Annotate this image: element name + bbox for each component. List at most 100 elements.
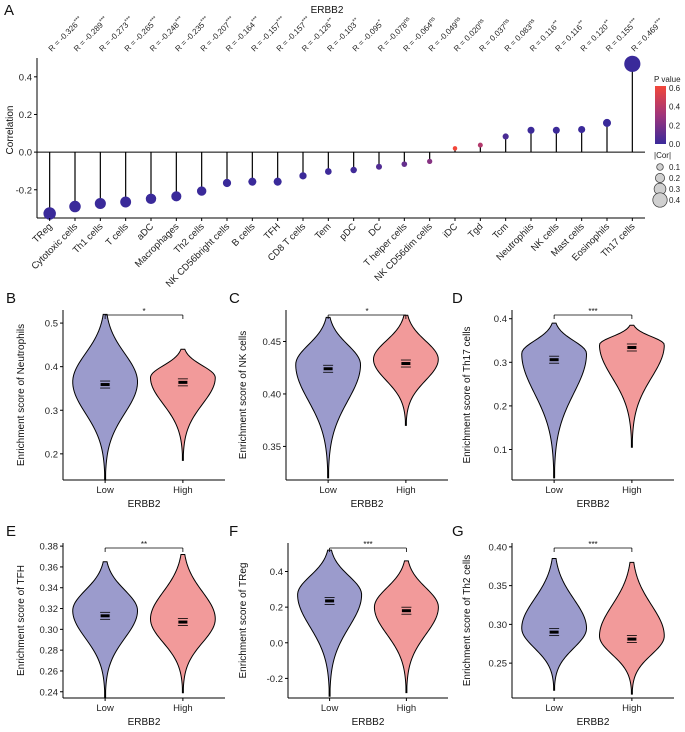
panel-a-ylabel: Correlation [5,106,16,155]
lollipop-dot [350,166,357,174]
r-significance: ** [603,19,611,27]
panel-letter-d: D [452,290,463,307]
x-category-label: High [622,485,642,496]
r-significance: ** [552,19,560,27]
y-tick-label: 0.34 [40,583,59,594]
mean-marker [549,630,559,634]
panel-letter-a: A [4,2,14,19]
category-label: DC [367,221,385,239]
y-tick-label: 0.35 [263,442,282,453]
lollipop-dot [69,200,81,213]
violin-low [521,322,588,479]
significance-label: *** [588,540,597,549]
y-tick-label: 0.5 [45,319,58,330]
r-significance: *** [251,15,261,25]
violin-xlabel: ERBB2 [577,717,610,728]
violin-panel-g: G 0.40 0.35 0.30 0.25 Enrichment score of Th2… [452,523,674,728]
violin-panels: B 0.5 0.4 0.3 0.2 Enrichment score of Neutrop… [6,290,674,728]
violin-panel-b: B 0.5 0.4 0.3 0.2 Enrichment score of Neutrop… [6,290,225,510]
y-tick-label: 0.28 [40,646,59,657]
r-significance: *** [175,15,185,25]
lollipop-dot [452,146,458,151]
r-labels: R = -0.326***R = -0.289***R = -0.273***R… [47,15,664,53]
legend-size-label: 0.4 [669,196,681,205]
r-significance: ** [327,17,335,25]
violin-low [72,313,138,481]
y-tick-label: 0.40 [263,389,282,400]
violin-ylabel: Enrichment score of TReg [238,563,249,679]
violin-xlabel: ERBB2 [577,499,610,510]
violin-ylabel: Enrichment score of Th2 cells [462,555,473,687]
lollipop-dot [120,196,132,208]
lollipop-dot [427,158,433,164]
category-label: Tgd [466,221,485,240]
legend-size-label: 0.2 [669,174,681,183]
r-significance: * [377,18,383,24]
lollipop-dot [527,126,535,134]
significance-label: * [365,307,368,316]
mean-marker [627,345,637,349]
legend-size-label: 0.3 [669,185,681,194]
lollipop-dot [602,118,612,127]
mean-marker [178,380,188,384]
legend: P value 0.6 0.4 0.2 0.0 |Cor| 0.1 0.2 0.3 0.4 [652,75,681,208]
y-tick-label: 0.1 [494,445,507,456]
x-category-label: High [173,485,193,496]
lollipop-dot [222,178,232,188]
legend-pvalue-tick: 0.4 [669,103,681,112]
r-significance: *** [629,17,639,27]
legend-size-label: 0.1 [669,163,681,172]
y-tick-label: 0.0 [19,148,32,159]
violin-low [297,549,363,697]
violin-ylabel: Enrichment score of Th17 cells [462,326,473,463]
mean-marker [100,383,110,387]
y-tick-label: 0.3 [494,358,507,369]
category-label: aDC [135,221,156,242]
r-significance: *** [654,17,664,27]
legend-pvalue-ticks: 0.6 0.4 0.2 0.0 [669,84,681,149]
lollipop-dot [273,177,282,186]
x-category-label: Low [319,485,337,496]
violin-high [598,561,665,695]
category-label: Tem [313,221,334,242]
lollipop-plot: 0.4 0.2 0.0 -0.2 [16,55,645,221]
r-significance: *** [124,15,134,25]
x-category-label: High [622,703,642,714]
y-tick-label: 0.4 [45,362,58,373]
category-label: B cells [230,221,258,249]
lollipop-dot [171,191,182,202]
lollipop-dot [477,142,483,148]
lollipop-dot [299,172,307,180]
r-significance: *** [301,15,311,25]
violin-ylabel: Enrichment score of NK cells [238,331,249,459]
r-significance: ns [502,18,511,27]
panel-letter-e: E [6,523,16,540]
violin-xlabel: ERBB2 [128,717,161,728]
y-tick-label: 0.2 [270,603,283,614]
r-significance: ns [453,16,462,25]
y-tick-label: 0.30 [40,625,59,636]
violin-high [372,314,439,426]
x-category-label: High [173,703,193,714]
significance-label: *** [588,307,597,316]
category-label: T cells [104,221,131,248]
violin-panel-d: D 0.4 0.3 0.2 0.1 Enrichment score of Th17 ce… [452,290,674,510]
lollipop-dot [502,133,509,140]
violin-panel-c: C 0.45 0.40 0.35 Enrichment score of NK cell… [229,290,448,510]
r-significance: ** [352,17,360,25]
x-category-label: High [396,485,416,496]
y-tick-label: 0.45 [263,337,282,348]
legend-pvalue-tick: 0.0 [669,140,681,149]
legend-size-circle [655,173,665,183]
category-label: Tcm [491,221,511,241]
r-significance: ns [527,18,536,27]
y-tick-label: 0.30 [489,620,508,631]
legend-size-items: 0.1 0.2 0.3 0.4 [652,163,681,208]
legend-size-circle [652,192,668,208]
panel-letter-f: F [229,523,238,540]
violin-ylabel: Enrichment score of Neutrophils [16,324,27,466]
y-tick-label: 0.25 [489,659,508,670]
mean-marker [325,599,335,603]
